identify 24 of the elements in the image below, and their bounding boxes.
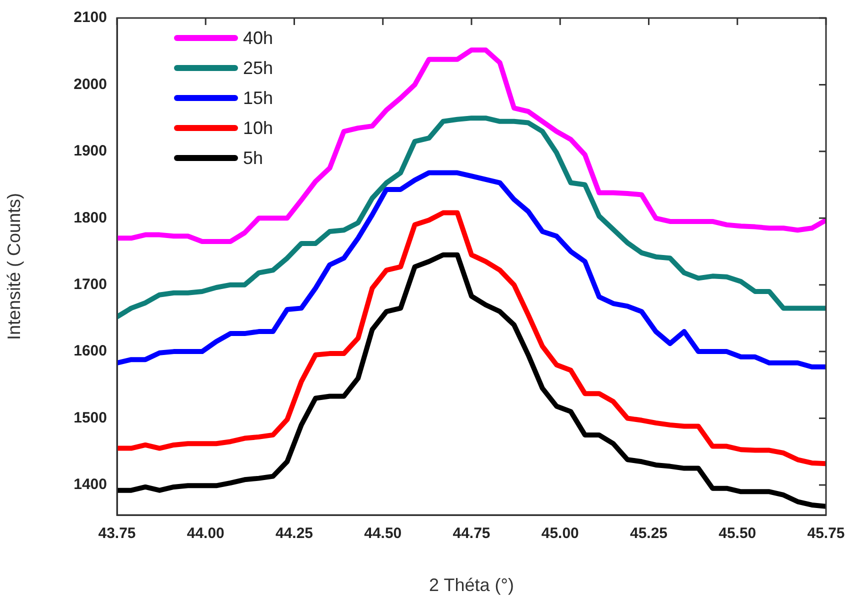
x-tick-label: 45.50 bbox=[718, 525, 756, 542]
y-tick-label: 1600 bbox=[74, 342, 107, 360]
x-tick-label: 44.25 bbox=[275, 525, 314, 542]
x-tick-label: 43.75 bbox=[98, 525, 136, 542]
x-tick-label: 45.00 bbox=[541, 525, 579, 542]
y-tick-label: 1900 bbox=[74, 142, 107, 160]
x-tick-label: 45.75 bbox=[807, 525, 845, 542]
y-tick-label: 2100 bbox=[74, 9, 107, 26]
legend-label: 25h bbox=[243, 58, 274, 78]
y-tick-label: 2000 bbox=[74, 76, 107, 93]
legend-label: 5h bbox=[243, 148, 264, 168]
x-tick-label: 44.50 bbox=[364, 525, 402, 542]
x-tick-label: 44.00 bbox=[186, 525, 224, 542]
legend-label: 10h bbox=[243, 118, 274, 138]
y-tick-label: 1800 bbox=[74, 209, 107, 226]
y-axis-title: Intensité ( Counts) bbox=[4, 192, 24, 340]
y-tick-label: 1400 bbox=[74, 476, 107, 494]
y-tick-label: 1500 bbox=[74, 409, 107, 426]
x-tick-label: 45.25 bbox=[630, 525, 668, 542]
x-tick-label: 44.75 bbox=[452, 525, 490, 542]
legend-label: 40h bbox=[243, 28, 274, 48]
y-tick-label: 1700 bbox=[74, 276, 107, 293]
x-axis-title: 2 Théta (°) bbox=[429, 575, 514, 596]
legend-label: 15h bbox=[243, 88, 274, 108]
